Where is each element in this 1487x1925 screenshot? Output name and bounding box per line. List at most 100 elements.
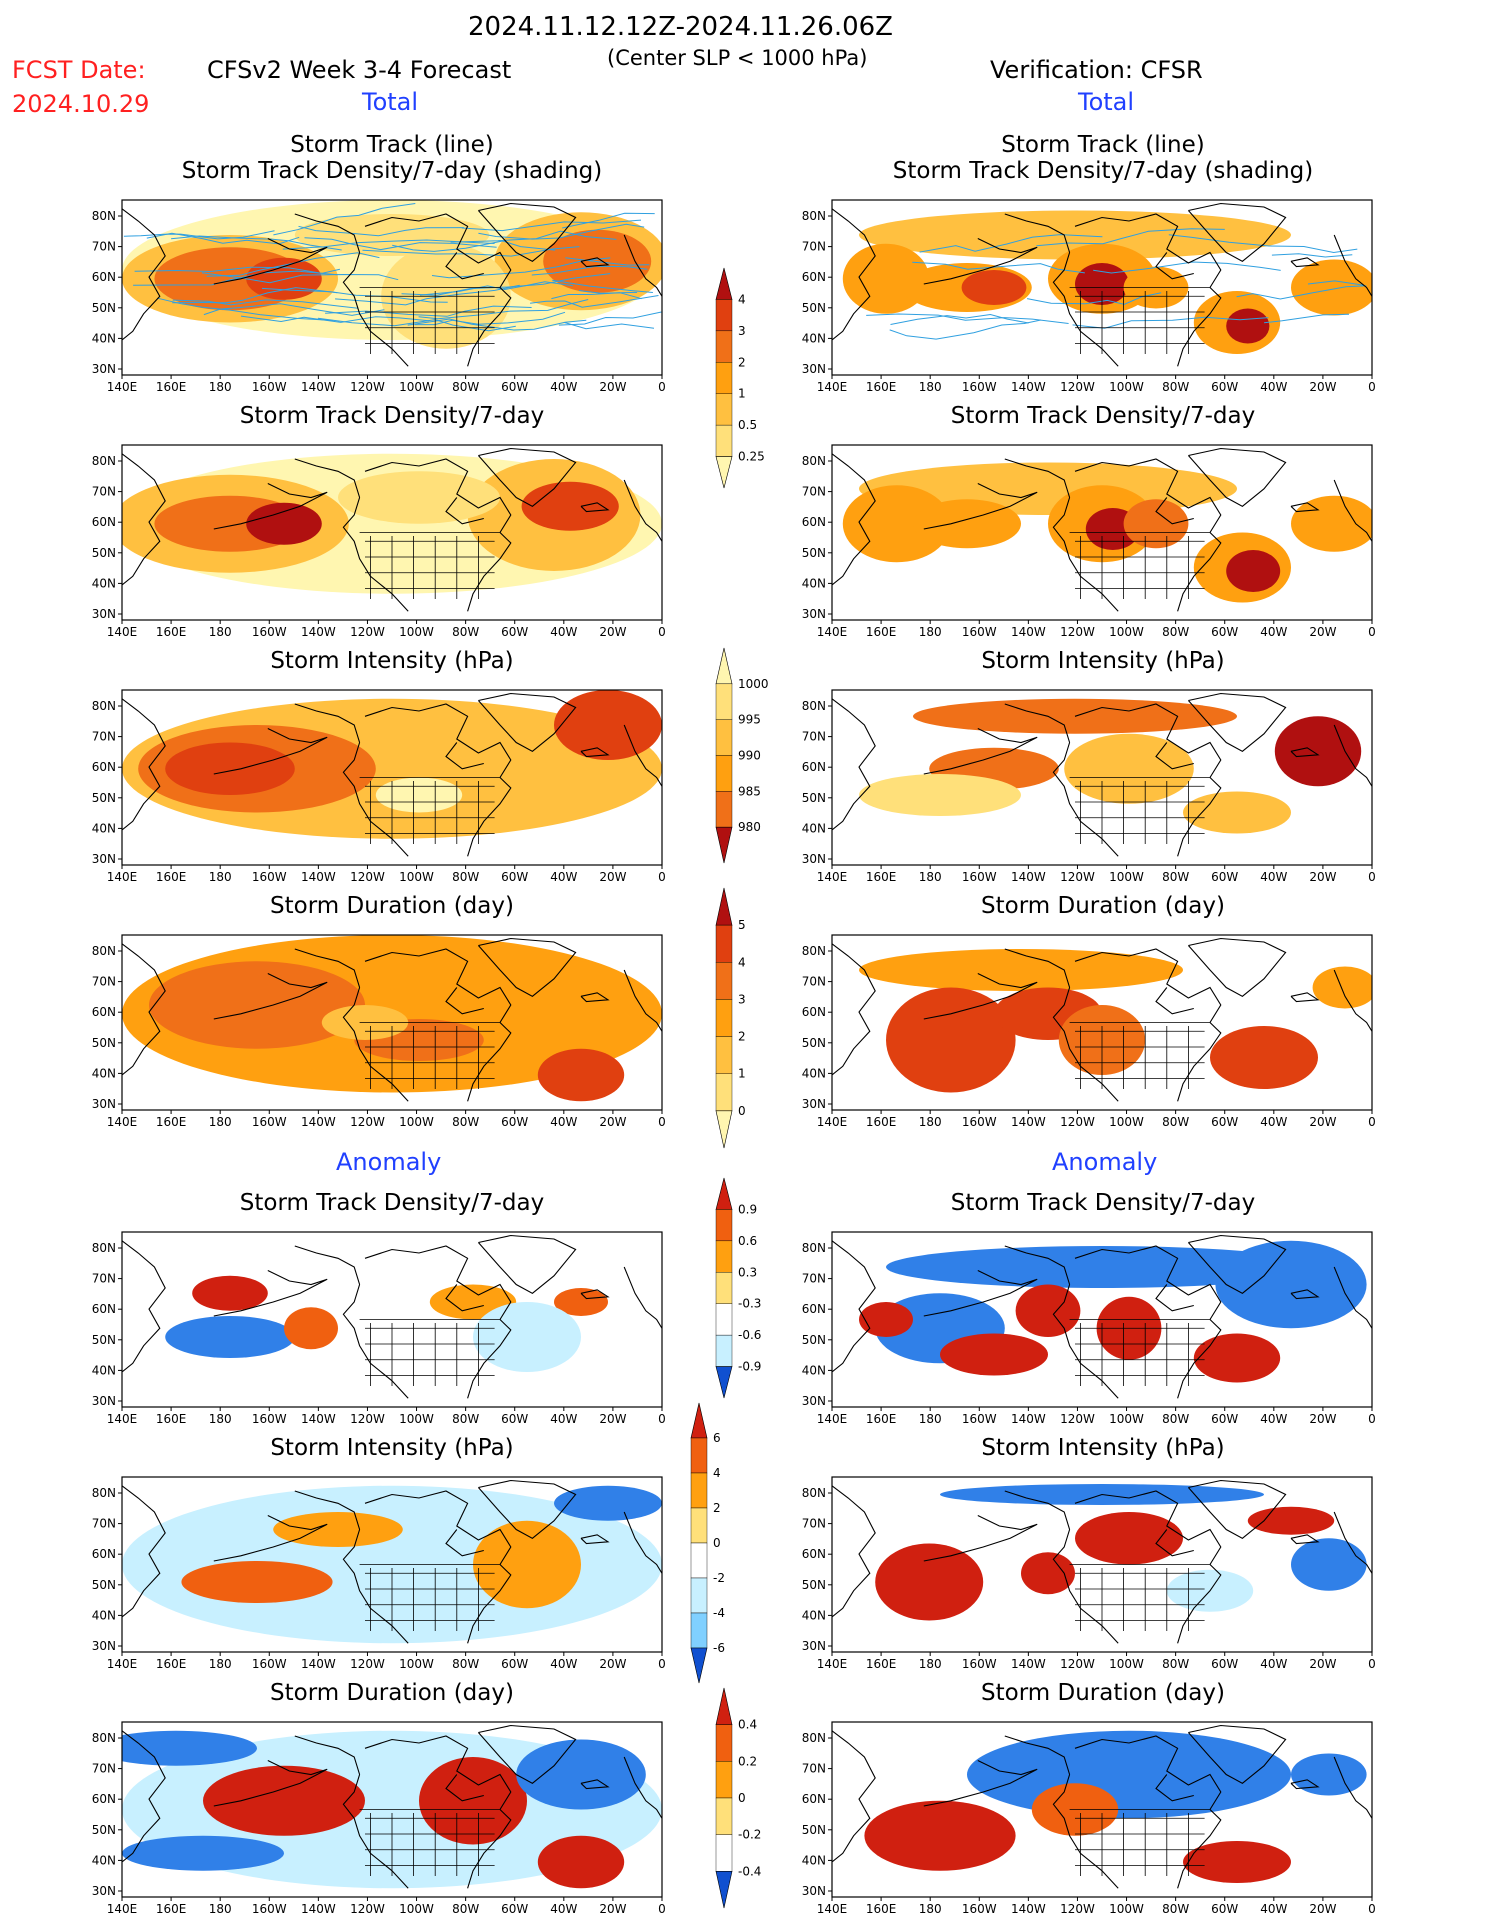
lat-tick-label: 40N <box>802 1853 826 1867</box>
lon-tick-label: 140W <box>301 1115 336 1129</box>
lon-tick-label: 60W <box>501 870 528 884</box>
shade-blob <box>149 961 365 1049</box>
colorbar-segment <box>690 1507 708 1544</box>
lon-tick-label: 40W <box>550 1902 577 1916</box>
shade-blob <box>1210 1026 1318 1089</box>
lon-tick-label: 40W <box>1260 1657 1287 1671</box>
lon-tick-label: 80W <box>1162 1412 1189 1426</box>
shade-blob <box>1193 1333 1281 1383</box>
lat-tick-label: 70N <box>802 1272 826 1286</box>
lon-tick-label: 100W <box>399 1412 434 1426</box>
lon-tick-label: 0 <box>658 1657 666 1671</box>
map-frame: 140E 160E 180 160W 140W 120W 100W 80W 60W 40W 20W 0… <box>802 1476 1376 1671</box>
lon-tick-label: 160W <box>962 625 997 639</box>
lon-tick-label: 60W <box>501 1657 528 1671</box>
lon-tick-label: 40W <box>550 1115 577 1129</box>
shade-blob <box>122 1730 257 1766</box>
title-intensity-anom-left: Storm Intensity (hPa) <box>270 1435 514 1461</box>
shade-blob <box>1123 499 1189 549</box>
lon-tick-label: 100W <box>399 1115 434 1129</box>
lat-tick-label: 40N <box>802 1363 826 1377</box>
fcst-date-value: 2024.10.29 <box>12 90 150 118</box>
coastline <box>832 1724 1372 1889</box>
lat-tick-label: 60N <box>92 270 116 284</box>
lon-tick-label: 120W <box>1060 1115 1095 1129</box>
lon-tick-label: 160E <box>866 380 897 394</box>
lat-tick-label: 50N <box>92 1823 116 1837</box>
lon-tick-label: 160E <box>156 1657 187 1671</box>
shade-blob <box>1183 791 1291 834</box>
colorbar-label: 2 <box>713 1501 721 1515</box>
lon-tick-label: 80W <box>452 870 479 884</box>
shade-blob <box>1021 1552 1075 1595</box>
lon-tick-label: 40W <box>1260 1115 1287 1129</box>
colorbar-segment <box>715 999 733 1037</box>
lon-tick-label: 0 <box>1368 1902 1376 1916</box>
lon-tick-label: 140W <box>1011 1115 1046 1129</box>
colorbar-label: 1000 <box>738 677 769 691</box>
shade-blob <box>864 1800 1016 1871</box>
lon-tick-label: 160W <box>962 1115 997 1129</box>
lon-tick-label: 60W <box>501 625 528 639</box>
shade-blob <box>165 742 295 795</box>
lon-tick-label: 160W <box>252 1412 287 1426</box>
map-frame: 140E 160E 180 160W 140W 120W 100W 80W 60W 40W 20W 0… <box>802 444 1376 639</box>
state-borders <box>359 1022 500 1089</box>
lon-tick-label: 160E <box>156 625 187 639</box>
lat-tick-label: 40N <box>802 576 826 590</box>
shade-blob <box>338 471 500 524</box>
shade-blob <box>375 777 463 813</box>
lon-tick-label: 140E <box>107 1412 138 1426</box>
coastline <box>832 447 1372 612</box>
colorbar-segment <box>715 962 733 1000</box>
lon-tick-label: 140W <box>301 380 336 394</box>
shade-blob <box>554 1485 662 1521</box>
lat-tick-label: 70N <box>92 1272 116 1286</box>
lat-tick-label: 80N <box>92 699 116 713</box>
shade-blob <box>294 214 490 256</box>
lat-tick-label: 40N <box>92 1853 116 1867</box>
shade-blob <box>1312 966 1372 1009</box>
colorbar-density-total: 4 3 2 1 0.5 0.25 <box>715 267 765 489</box>
lon-tick-label: 80W <box>1162 1657 1189 1671</box>
map-frame: 140E 160E 180 160W 140W 120W 100W 80W 60W 40W 20W 0… <box>802 1721 1376 1916</box>
lat-tick-label: 50N <box>802 1823 826 1837</box>
lat-tick-label: 40N <box>802 1066 826 1080</box>
lat-tick-label: 30N <box>802 362 826 376</box>
lon-tick-label: 60W <box>501 1412 528 1426</box>
lat-tick-label: 50N <box>92 1036 116 1050</box>
lon-tick-label: 80W <box>1162 870 1189 884</box>
colorbar-label: 980 <box>738 820 761 834</box>
title-track-line-left: Storm Track (line) <box>290 132 494 158</box>
lat-tick-label: 40N <box>92 1066 116 1080</box>
title-duration-left: Storm Duration (day) <box>270 893 514 919</box>
lon-tick-label: 20W <box>1309 870 1336 884</box>
coastline <box>122 1234 662 1399</box>
lon-tick-label: 160E <box>156 1115 187 1129</box>
shade-blob <box>1291 1753 1367 1796</box>
shade-blob <box>961 270 1027 305</box>
map-frame: 140E 160E 180 160W 140W 120W 100W 80W 60W 40W 20W 0… <box>802 199 1376 394</box>
shade-blob <box>203 1765 365 1836</box>
lon-tick-label: 160E <box>866 1412 897 1426</box>
shading-layer <box>122 935 662 1110</box>
lon-tick-label: 0 <box>658 1902 666 1916</box>
colorbar-label: 990 <box>738 749 761 763</box>
lon-tick-label: 120W <box>350 1412 385 1426</box>
lat-tick-label: 30N <box>92 852 116 866</box>
map-density-anom-fcst: 140E 160E 180 160W 140W 120W 100W 80W 60W 40W 20W 0… <box>92 1231 666 1426</box>
colorbar-segment <box>690 1612 708 1649</box>
shade-blob <box>537 1048 625 1102</box>
lat-tick-label: 60N <box>92 1302 116 1316</box>
state-borders <box>1069 1564 1210 1631</box>
lat-tick-label: 70N <box>802 975 826 989</box>
lat-tick-label: 30N <box>802 607 826 621</box>
lat-tick-label: 50N <box>92 1333 116 1347</box>
colorbar-label: -0.4 <box>738 1864 761 1878</box>
state-borders <box>359 1809 500 1876</box>
lat-tick-label: 50N <box>802 791 826 805</box>
lat-tick-label: 80N <box>92 1486 116 1500</box>
lon-tick-label: 180 <box>919 870 942 884</box>
lon-tick-label: 140E <box>107 625 138 639</box>
colorbar-label: 0.9 <box>738 1202 757 1216</box>
